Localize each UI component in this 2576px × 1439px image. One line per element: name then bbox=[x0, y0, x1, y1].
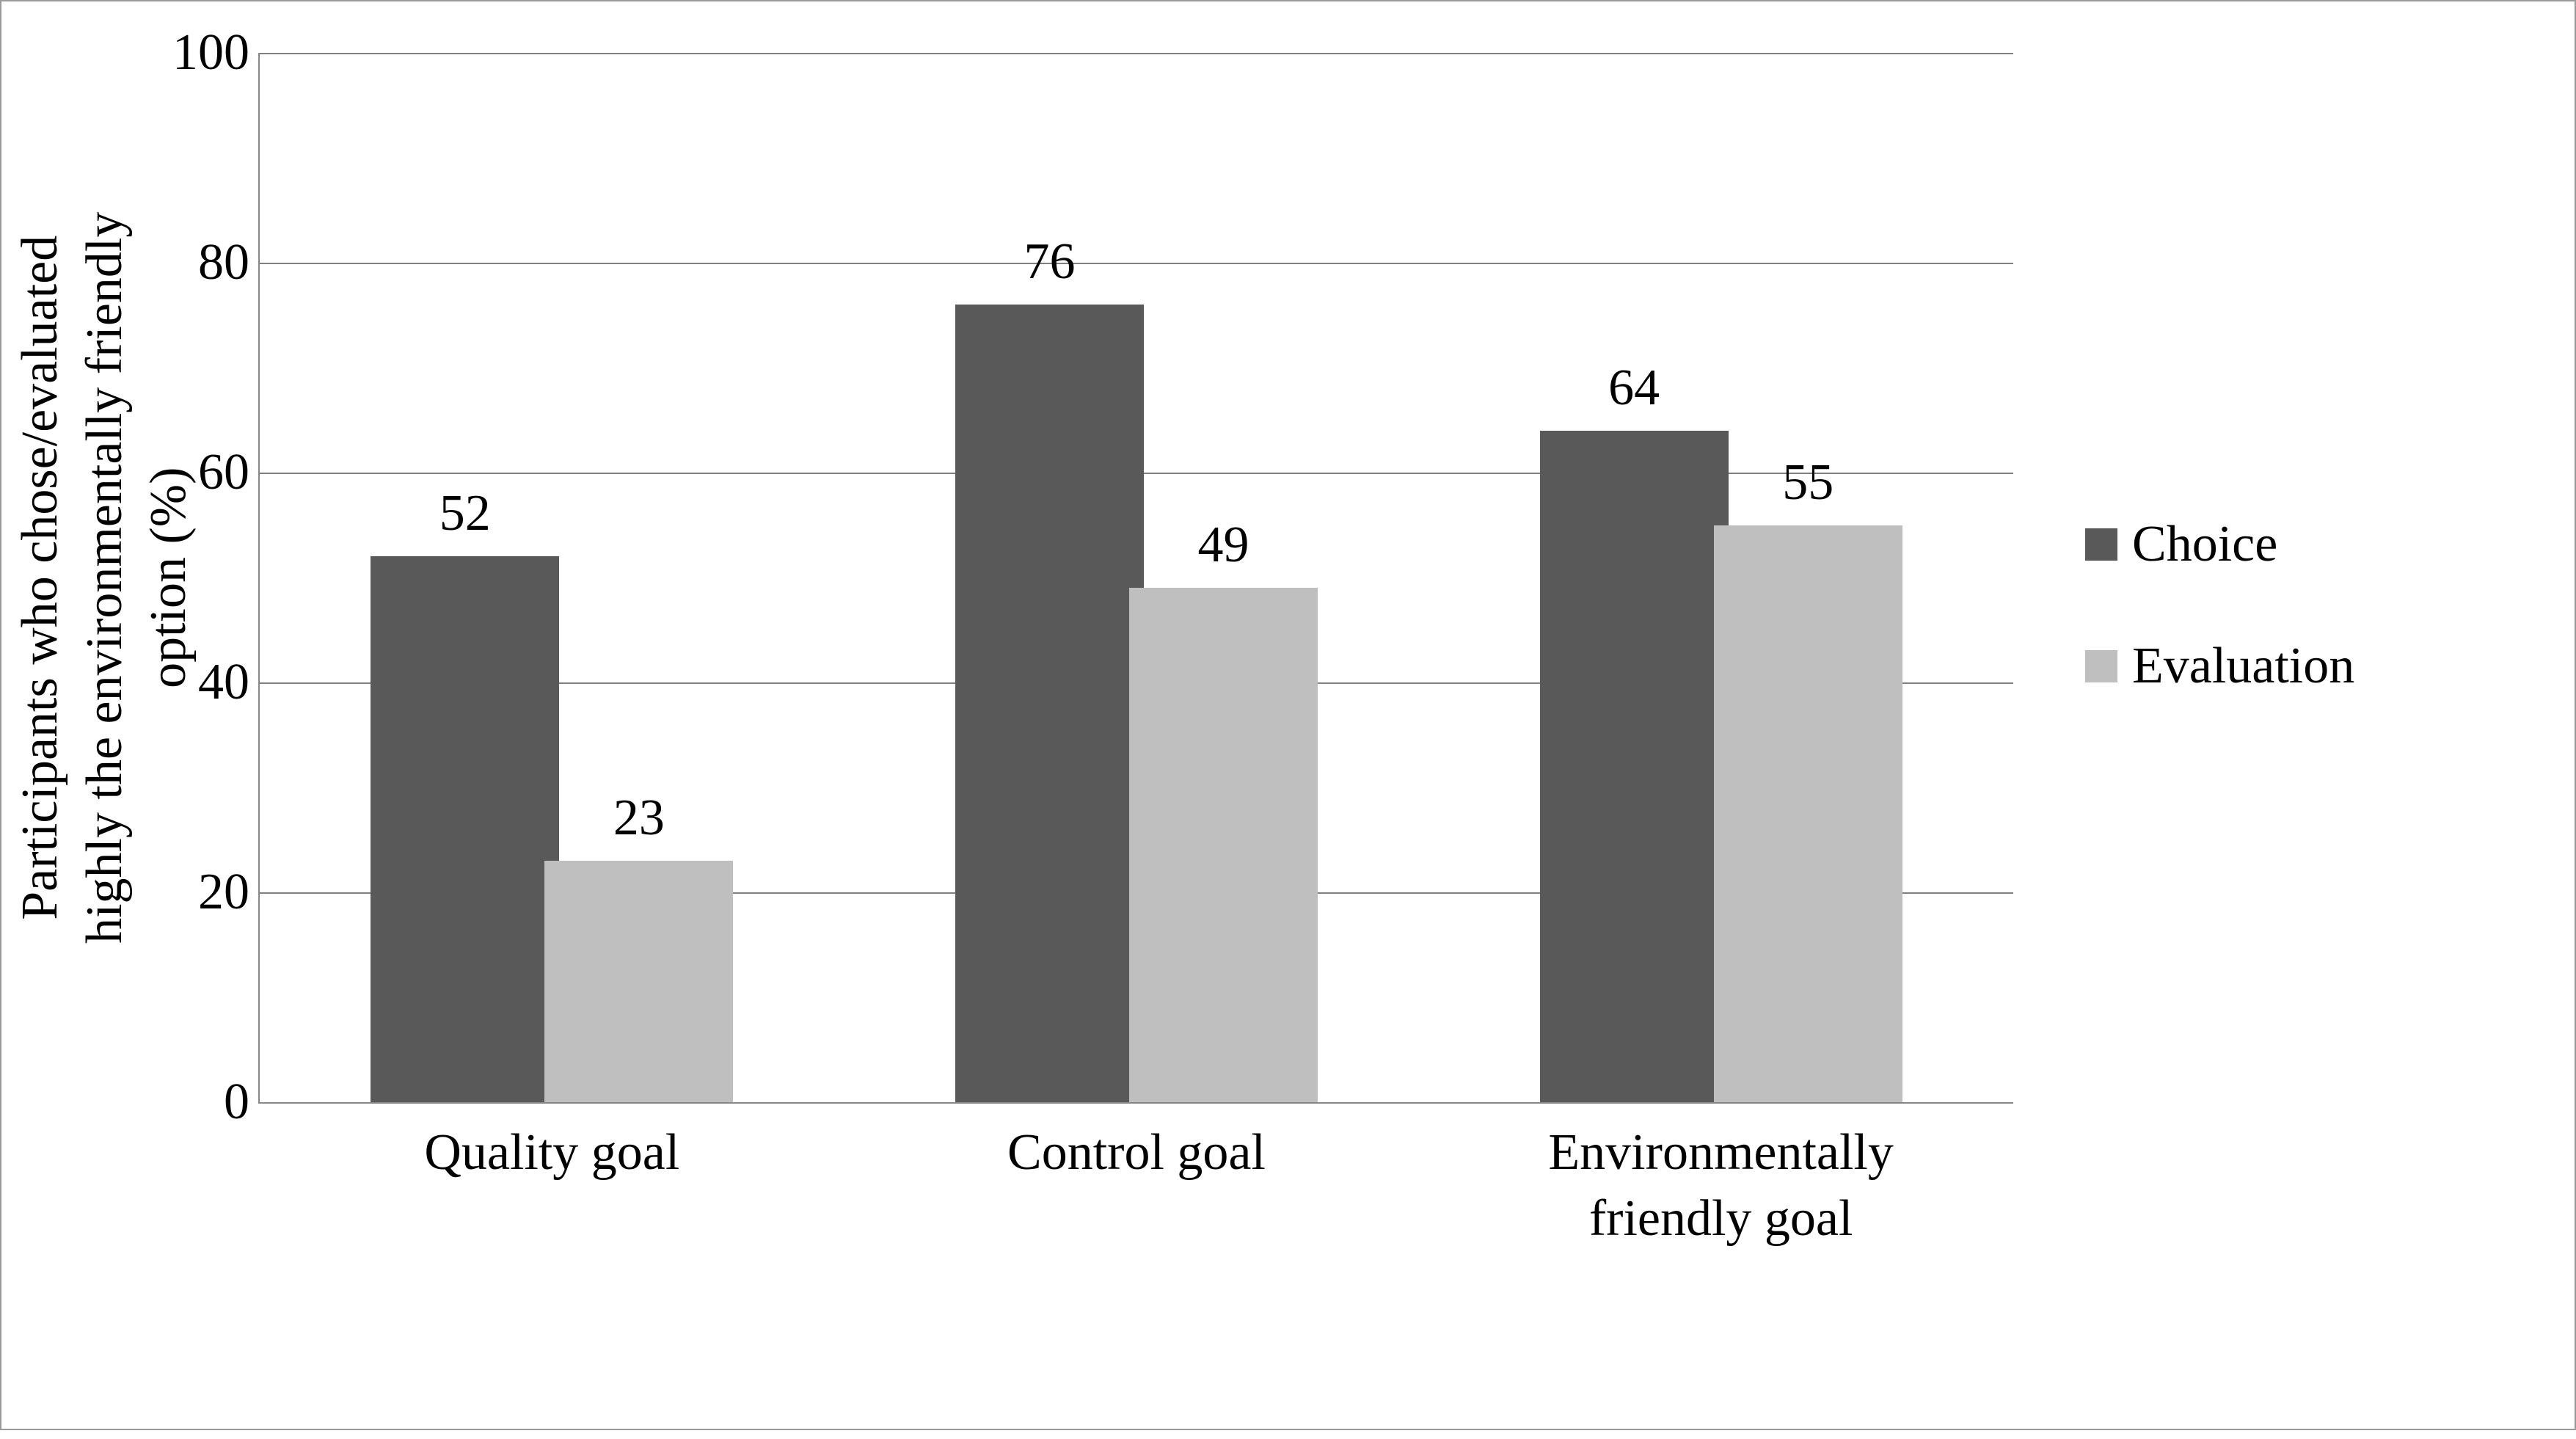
bar-data-label: 23 bbox=[544, 789, 733, 848]
bar: 76 bbox=[955, 305, 1144, 1102]
chart-container: Participants who chose/evaluated highly … bbox=[0, 0, 2576, 1430]
x-category-label: Quality goal bbox=[260, 1102, 844, 1186]
x-category-label: Environmentally friendly goal bbox=[1429, 1102, 2013, 1252]
legend: Choice Evaluation bbox=[2085, 515, 2354, 696]
bar-data-label: 55 bbox=[1714, 453, 1902, 512]
y-axis-label: Participants who chose/evaluated highly … bbox=[8, 53, 201, 1102]
y-tick-label: 60 bbox=[198, 443, 260, 502]
bar: 52 bbox=[371, 556, 559, 1102]
bar-data-label: 49 bbox=[1129, 516, 1318, 575]
legend-label: Choice bbox=[2132, 515, 2277, 574]
bar-data-label: 76 bbox=[955, 233, 1144, 291]
y-tick-label: 40 bbox=[198, 653, 260, 712]
bar-data-label: 64 bbox=[1540, 359, 1729, 418]
y-tick-label: 20 bbox=[198, 863, 260, 922]
legend-item: Choice bbox=[2085, 515, 2354, 574]
bar: 64 bbox=[1540, 431, 1729, 1102]
legend-label: Evaluation bbox=[2132, 637, 2354, 696]
plot-area: 0204060801005223Quality goal7649Control … bbox=[258, 53, 2013, 1104]
bar-data-label: 52 bbox=[371, 484, 559, 543]
legend-swatch bbox=[2085, 528, 2117, 561]
bar: 49 bbox=[1129, 588, 1318, 1102]
legend-item: Evaluation bbox=[2085, 637, 2354, 696]
bar: 23 bbox=[544, 861, 733, 1102]
legend-swatch bbox=[2085, 650, 2117, 682]
y-tick-label: 0 bbox=[224, 1073, 260, 1132]
x-category-label: Control goal bbox=[844, 1102, 1429, 1186]
grid-line bbox=[260, 53, 2013, 54]
bar: 55 bbox=[1714, 525, 1902, 1103]
y-tick-label: 80 bbox=[198, 233, 260, 292]
y-tick-label: 100 bbox=[172, 23, 260, 82]
